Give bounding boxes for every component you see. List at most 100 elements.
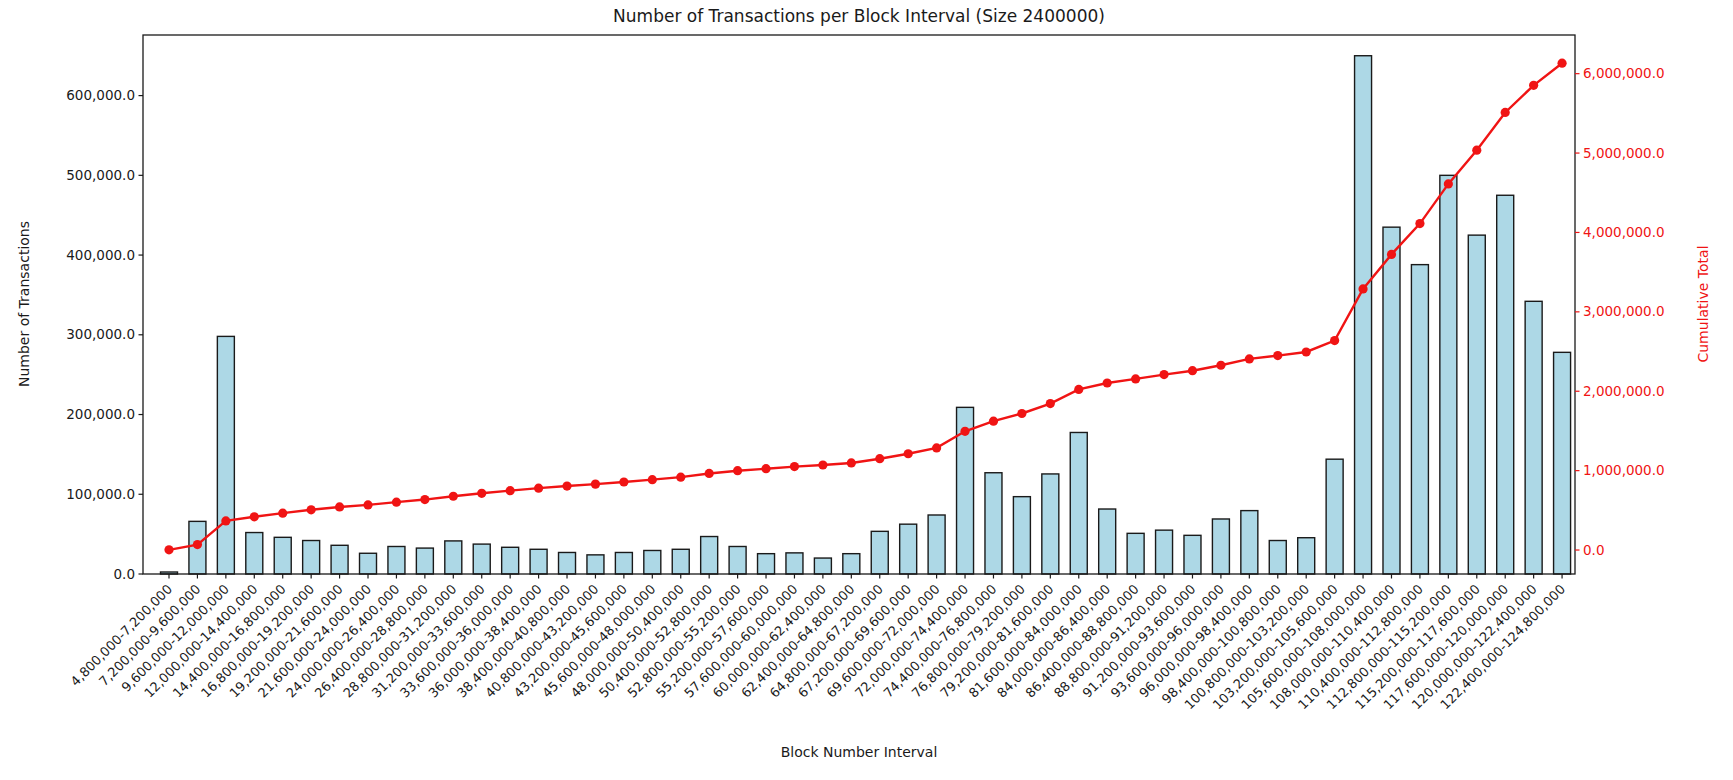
- cumulative-point: [761, 464, 770, 473]
- cumulative-point: [1529, 81, 1538, 90]
- y-tick-label-right: 4,000,000.0: [1583, 224, 1665, 240]
- y-tick-label-left: 500,000.0: [66, 167, 135, 183]
- bar: [786, 553, 803, 574]
- bar: [559, 552, 576, 574]
- cumulative-point: [1358, 284, 1367, 293]
- bar: [274, 537, 291, 574]
- cumulative-point: [847, 458, 856, 467]
- bar: [758, 554, 775, 574]
- bar: [303, 541, 320, 574]
- cumulative-point: [392, 498, 401, 507]
- figure: 4,800,000-7,200,0007,200,000-9,600,0009,…: [0, 0, 1733, 780]
- right-axis-title: Cumulative Total: [1695, 245, 1711, 362]
- cumulative-point: [1330, 336, 1339, 345]
- cumulative-point: [1017, 409, 1026, 418]
- y-tick-label-right: 0.0: [1583, 542, 1604, 558]
- cumulative-point: [932, 443, 941, 452]
- cumulative-point: [506, 486, 515, 495]
- bar: [1269, 541, 1286, 574]
- y-tick-label-right: 3,000,000.0: [1583, 303, 1665, 319]
- y-tick-label-left: 100,000.0: [66, 486, 135, 502]
- y-tick-label-left: 200,000.0: [66, 406, 135, 422]
- cumulative-point: [1444, 179, 1453, 188]
- cumulative-point: [989, 417, 998, 426]
- bar: [843, 554, 860, 574]
- cumulative-point: [818, 460, 827, 469]
- cumulative-point: [705, 469, 714, 478]
- cumulative-point: [1046, 399, 1055, 408]
- x-axis-title: Block Number Interval: [143, 744, 1575, 760]
- cumulative-point: [1501, 108, 1510, 117]
- cumulative-point: [1188, 366, 1197, 375]
- plot-area: 4,800,000-7,200,0007,200,000-9,600,0009,…: [0, 0, 1733, 780]
- cumulative-point: [250, 512, 259, 521]
- bar: [928, 515, 945, 574]
- y-tick-label-left: 0.0: [114, 566, 135, 582]
- bar: [1042, 474, 1059, 574]
- cumulative-point: [335, 502, 344, 511]
- bar: [1156, 530, 1173, 574]
- y-tick-label-right: 6,000,000.0: [1583, 65, 1665, 81]
- bar: [1013, 497, 1030, 574]
- cumulative-point: [591, 480, 600, 489]
- cumulative-point: [278, 509, 287, 518]
- bar: [1241, 511, 1258, 574]
- bar: [1326, 459, 1343, 574]
- bar: [1497, 195, 1514, 574]
- cumulative-point: [1131, 374, 1140, 383]
- cumulative-point: [1216, 361, 1225, 370]
- cumulative-point: [960, 427, 969, 436]
- cumulative-point: [1103, 378, 1112, 387]
- chart-title: Number of Transactions per Block Interva…: [143, 6, 1575, 26]
- cumulative-point: [790, 462, 799, 471]
- cumulative-point: [562, 481, 571, 490]
- bar: [729, 546, 746, 574]
- bar: [701, 537, 718, 574]
- bar: [445, 541, 462, 574]
- cumulative-point: [1074, 385, 1083, 394]
- bar: [217, 336, 234, 574]
- cumulative-point: [1557, 59, 1566, 68]
- cumulative-point: [1387, 250, 1396, 259]
- bar: [416, 548, 433, 574]
- bar: [502, 547, 519, 574]
- bar: [814, 558, 831, 574]
- cumulative-point: [363, 500, 372, 509]
- bar: [871, 531, 888, 574]
- bar: [985, 473, 1002, 574]
- bar: [1099, 509, 1116, 574]
- bar: [615, 552, 632, 574]
- cumulative-point: [1273, 351, 1282, 360]
- cumulative-point: [1159, 370, 1168, 379]
- bar: [1184, 535, 1201, 574]
- bar: [360, 553, 377, 574]
- bar: [1383, 227, 1400, 574]
- cumulative-point: [193, 540, 202, 549]
- bar: [1440, 175, 1457, 574]
- cumulative-point: [477, 489, 486, 498]
- cumulative-point: [733, 466, 742, 475]
- bar: [672, 549, 689, 574]
- y-tick-label-left: 400,000.0: [66, 247, 135, 263]
- y-tick-label-left: 300,000.0: [66, 326, 135, 342]
- cumulative-point: [1245, 354, 1254, 363]
- cumulative-point: [307, 505, 316, 514]
- bar: [587, 555, 604, 574]
- y-tick-label-right: 2,000,000.0: [1583, 383, 1665, 399]
- cumulative-point: [904, 449, 913, 458]
- cumulative-point: [449, 492, 458, 501]
- y-tick-label-right: 1,000,000.0: [1583, 462, 1665, 478]
- bar: [1127, 533, 1144, 574]
- cumulative-point: [1415, 219, 1424, 228]
- bar: [530, 549, 547, 574]
- bar: [644, 550, 661, 574]
- cumulative-point: [648, 475, 657, 484]
- bar: [331, 545, 348, 574]
- bar: [1212, 519, 1229, 574]
- cumulative-point: [875, 454, 884, 463]
- bar: [388, 546, 405, 574]
- bar: [900, 524, 917, 574]
- cumulative-point: [221, 516, 230, 525]
- cumulative-point: [619, 477, 628, 486]
- bar: [1355, 56, 1372, 574]
